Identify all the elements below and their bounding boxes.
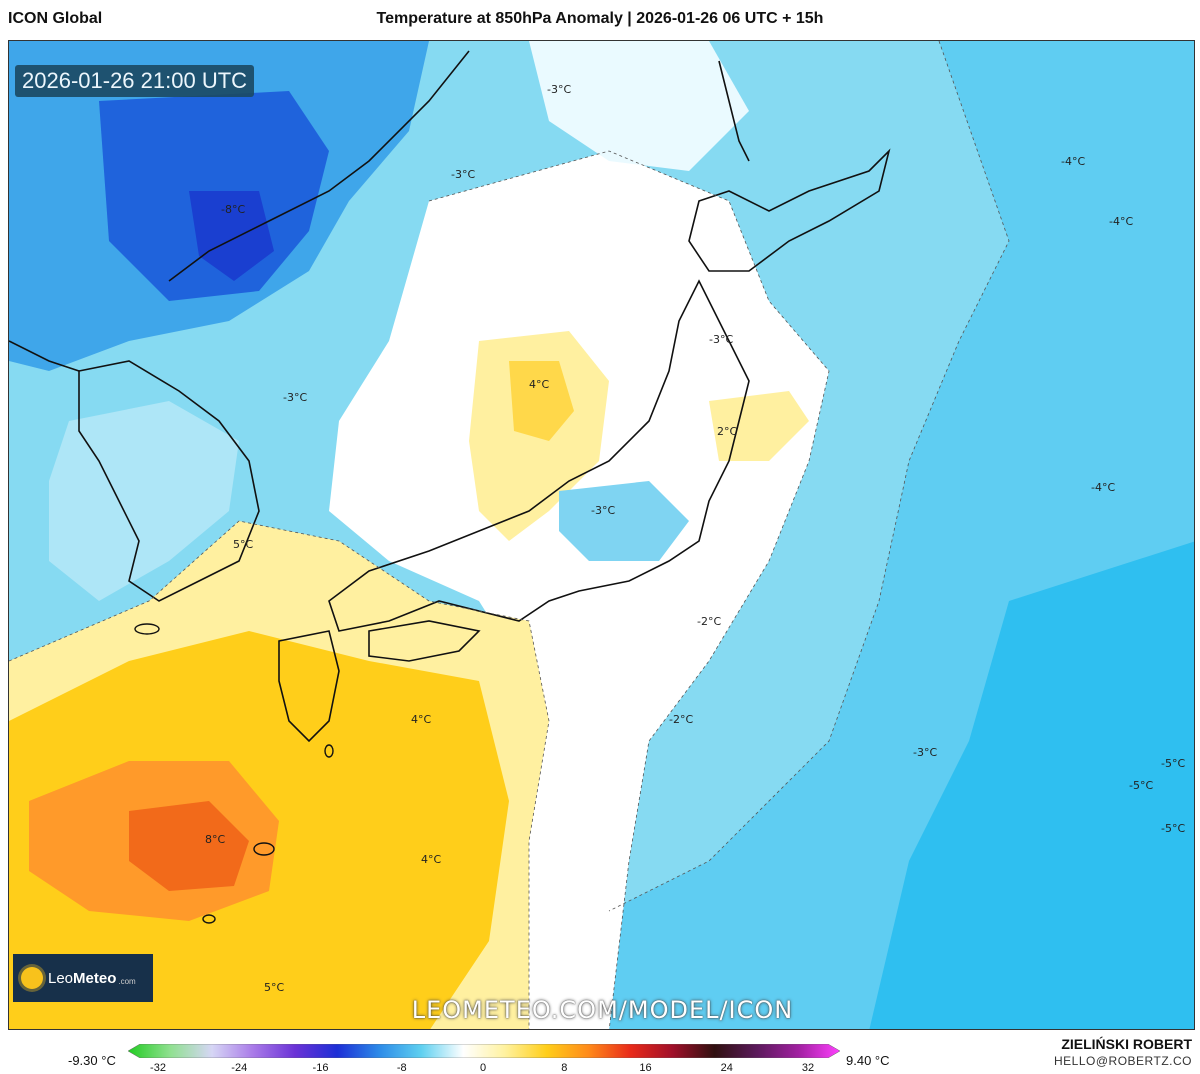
- hokkaido-coast: [688, 148, 891, 272]
- isotherm-label: 4°C: [411, 713, 432, 726]
- field-yellow-sea-core: [509, 361, 574, 441]
- island-jeju: [134, 623, 160, 635]
- isotherm-label: -3°C: [283, 391, 308, 404]
- logo-text: LeoMeteo: [48, 969, 117, 987]
- author-name: ZIELIŃSKI ROBERT: [1061, 1036, 1192, 1052]
- field-cold-korea: [49, 401, 239, 601]
- isotherm-label: -4°C: [1109, 215, 1134, 228]
- contour-zero-sw: [9, 520, 550, 1029]
- colorbar-tick-label: 0: [479, 1062, 487, 1074]
- isotherm-label: -5°C: [1161, 822, 1186, 835]
- colorbar-tick-label: 8: [561, 1062, 568, 1074]
- legend-min-value: -9.30 °C: [68, 1053, 116, 1068]
- isotherm-label: 5°C: [264, 981, 285, 994]
- colorbar-tick-label: -24: [231, 1062, 248, 1074]
- isotherm-label: 4°C: [421, 853, 442, 866]
- isotherm-label: -2°C: [697, 615, 722, 628]
- isotherm-contours: [9, 41, 1010, 1029]
- isotherm-label: -3°C: [591, 504, 616, 517]
- mainland-coast: [9, 50, 470, 372]
- isotherm-label: 4°C: [529, 378, 550, 391]
- logo-suffix: .com: [118, 977, 136, 986]
- colorbar-tick-label: -8: [396, 1062, 407, 1074]
- isotherm-label: -2°C: [669, 713, 694, 726]
- isotherm-label: -4°C: [1091, 481, 1116, 494]
- isotherm-label: -5°C: [1129, 779, 1154, 792]
- isotherm-label: 8°C: [205, 833, 226, 846]
- honshu-coast: [328, 279, 750, 632]
- contour-minus3: [608, 41, 1010, 912]
- isotherm-label: -3°C: [913, 746, 938, 759]
- anomaly-map[interactable]: 2026-01-26 21:00 UTC -8°C -3°C -3°C -3°C…: [8, 40, 1195, 1030]
- legend-max-value: 9.40 °C: [846, 1053, 890, 1068]
- contour-zero-east: [428, 150, 830, 1029]
- field-cold-honshu: [559, 481, 689, 561]
- kyushu-coast: [278, 630, 340, 743]
- island-miyako: [202, 914, 216, 924]
- leometeo-logo[interactable]: LeoMeteo .com: [13, 954, 153, 1002]
- island-tanegashima: [324, 744, 334, 758]
- isotherm-label: -3°C: [451, 168, 476, 181]
- korea-coast: [78, 360, 260, 602]
- map-field: [9, 41, 1194, 1029]
- sakhalin-coast: [718, 60, 750, 162]
- isotherm-label: -3°C: [709, 333, 734, 346]
- field-white-band: [329, 151, 829, 1029]
- colorbar-tick-label: -32: [150, 1062, 166, 1074]
- isotherm-label: -8°C: [221, 203, 246, 216]
- colorbar-tick-label: 32: [801, 1062, 815, 1074]
- field-deep-cyan-se: [869, 541, 1194, 1029]
- field-red-orange-core: [129, 801, 249, 891]
- isotherm-label: 5°C: [233, 538, 254, 551]
- colorbar-tick-label: 16: [639, 1062, 652, 1074]
- header: ICON Global Temperature at 850hPa Anomal…: [0, 0, 1200, 40]
- chart-title: Temperature at 850hPa Anomaly | 2026-01-…: [376, 10, 824, 27]
- colorbar-tick-label: 24: [720, 1062, 733, 1074]
- islands: [134, 623, 334, 924]
- isotherm-label: 2°C: [717, 425, 738, 438]
- coastlines: [9, 50, 891, 743]
- field-darkest-core: [189, 191, 274, 281]
- isotherm-label: -3°C: [547, 83, 572, 96]
- author-email: HELLO@ROBERTZ.CO: [1054, 1054, 1192, 1068]
- isotherm-label: -5°C: [1161, 757, 1186, 770]
- island-okinawa: [253, 842, 275, 856]
- colorbar: [128, 1044, 840, 1058]
- site-watermark: LEOMETEO.COM/MODEL/ICON: [411, 996, 794, 1024]
- isotherm-label: -4°C: [1061, 155, 1086, 168]
- valid-time-badge: 2026-01-26 21:00 UTC: [15, 65, 255, 97]
- colorbar-tick-label: -16: [312, 1062, 329, 1074]
- sun-icon: [21, 967, 43, 989]
- field-white-north: [529, 41, 749, 171]
- shikoku-coast: [368, 620, 481, 662]
- model-name: ICON Global: [8, 10, 103, 27]
- colorbar-bar: [128, 1044, 840, 1058]
